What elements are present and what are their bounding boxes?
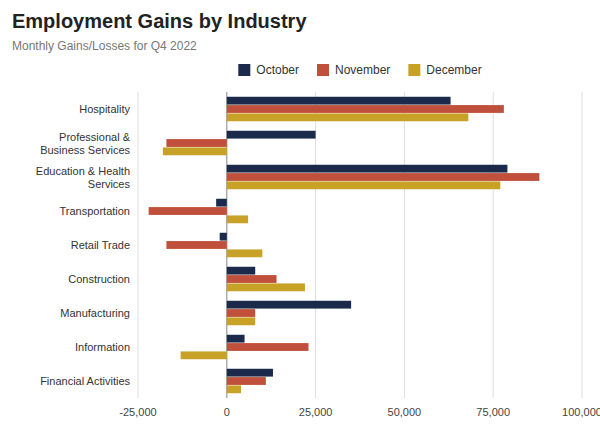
bar: [181, 351, 227, 359]
category-label: Information: [75, 341, 130, 353]
category-label-line: Education & Health: [36, 165, 130, 177]
grid: [138, 92, 582, 398]
legend-swatch: [408, 64, 420, 76]
bar: [227, 113, 469, 121]
legend-label: December: [426, 63, 481, 77]
bar: [166, 139, 226, 147]
category-label-line: Construction: [68, 273, 130, 285]
bar: [227, 309, 255, 317]
bar: [227, 215, 248, 223]
chart-container: Employment Gains by Industry Monthly Gain…: [0, 0, 600, 434]
grid-line: [582, 92, 583, 398]
bar: [227, 275, 277, 283]
bar: [227, 97, 451, 105]
legend-swatch: [238, 64, 250, 76]
category-label-line: Transportation: [59, 205, 130, 217]
x-tick-label: -25,000: [119, 406, 156, 418]
category-label: Retail Trade: [71, 239, 130, 251]
category-label: Transportation: [59, 205, 130, 217]
bar: [227, 335, 245, 343]
bar: [227, 317, 255, 325]
category-label-line: Services: [88, 178, 131, 190]
bar: [216, 199, 227, 207]
grid-line: [404, 92, 405, 398]
bars: [149, 97, 540, 393]
bar: [227, 173, 540, 181]
legend: October November December: [238, 63, 481, 77]
category-label-line: Information: [75, 341, 130, 353]
page: {"chart_data": { "type": "bar", "orienta…: [0, 0, 600, 434]
bar: [163, 147, 227, 155]
x-tick-label: 25,000: [299, 406, 333, 418]
category-label-line: Business Services: [40, 144, 130, 156]
x-tick-labels: -25,000 0 25,000 50,000 75,000 100,000: [119, 406, 600, 418]
category-label: Education & HealthServices: [36, 165, 131, 190]
bar: [227, 249, 263, 257]
chart-svg: Employment Gains by Industry Monthly Gain…: [0, 0, 600, 434]
legend-label: October: [256, 63, 299, 77]
category-label: Financial Activities: [40, 375, 130, 387]
category-label-line: Manufacturing: [60, 307, 130, 319]
grid-line: [138, 92, 139, 398]
bar: [227, 369, 273, 377]
bar: [227, 385, 241, 393]
bar: [149, 207, 227, 215]
bar: [227, 131, 316, 139]
category-label-line: Hospitality: [79, 103, 130, 115]
bar: [227, 105, 504, 113]
bar: [227, 165, 508, 173]
x-tick-label: 75,000: [476, 406, 510, 418]
bar: [166, 241, 226, 249]
category-label: Construction: [68, 273, 130, 285]
bar: [227, 181, 501, 189]
x-tick-label: 0: [224, 406, 230, 418]
category-label-line: Financial Activities: [40, 375, 130, 387]
bar: [227, 283, 305, 291]
bar: [227, 343, 309, 351]
x-tick-label: 50,000: [388, 406, 422, 418]
legend-label: November: [335, 63, 390, 77]
category-label: Professional &Business Services: [40, 131, 131, 156]
category-label: Hospitality: [79, 103, 130, 115]
bar: [227, 377, 266, 385]
subtitle: Monthly Gains/Losses for Q4 2022: [12, 39, 197, 53]
category-label: Manufacturing: [60, 307, 130, 319]
x-tick-label: 100,000: [562, 406, 600, 418]
title: Employment Gains by Industry: [12, 10, 307, 32]
grid-line: [493, 92, 494, 398]
category-label-line: Professional &: [59, 131, 131, 143]
bar: [227, 267, 255, 275]
legend-swatch: [317, 64, 329, 76]
y-tick-labels: Hospitality Professional &Business Servic…: [36, 103, 131, 387]
bar: [227, 301, 351, 309]
bar: [220, 233, 227, 241]
category-label-line: Retail Trade: [71, 239, 130, 251]
